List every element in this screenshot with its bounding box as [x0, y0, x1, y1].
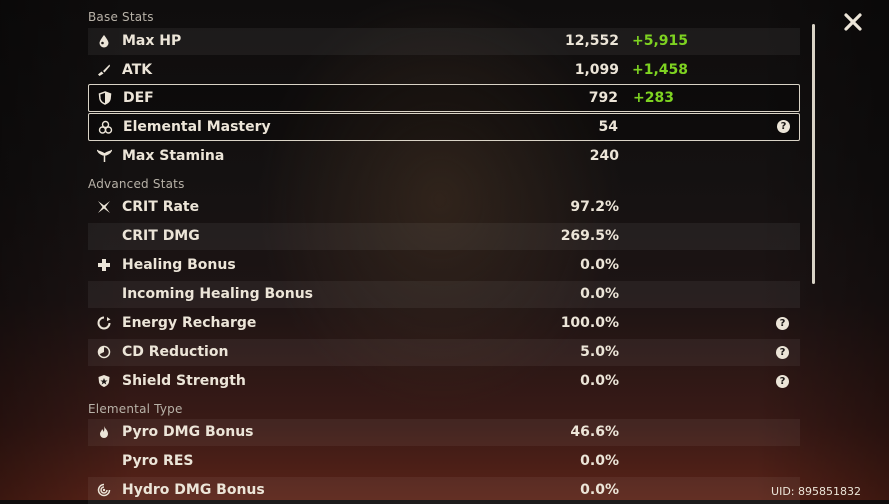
stat-row-atk[interactable]: ATK 1,099 +1,458	[88, 57, 800, 84]
stat-value: 100.0%	[560, 315, 619, 331]
stat-row-shield-strength[interactable]: Shield Strength 0.0% ?	[88, 368, 800, 395]
stat-label: Shield Strength	[122, 373, 246, 389]
stamina-icon	[96, 148, 112, 164]
healing-cross-icon	[96, 257, 112, 273]
stat-row-pyro-dmg-bonus[interactable]: Pyro DMG Bonus 46.6%	[88, 419, 800, 446]
help-icon[interactable]: ?	[776, 375, 789, 388]
stat-row-incoming-healing-bonus[interactable]: Incoming Healing Bonus 0.0%	[88, 281, 800, 308]
stat-value: 0.0%	[580, 257, 619, 273]
shield-icon	[97, 90, 113, 106]
stat-row-crit-dmg[interactable]: CRIT DMG 269.5%	[88, 223, 800, 250]
energy-recharge-icon	[96, 315, 112, 331]
stat-label: Max Stamina	[122, 148, 225, 164]
stat-label: ATK	[122, 62, 153, 78]
help-icon[interactable]: ?	[777, 120, 790, 133]
stat-value: 5.0%	[580, 344, 619, 360]
help-icon[interactable]: ?	[776, 317, 789, 330]
stat-value: 0.0%	[580, 482, 619, 498]
stat-row-def[interactable]: DEF 792 +283	[88, 84, 800, 112]
stat-label: CRIT DMG	[122, 228, 200, 244]
close-icon	[844, 13, 862, 31]
stat-value: 240	[589, 148, 619, 164]
section-header-elemental-type: Elemental Type	[88, 402, 183, 416]
stat-label: CRIT Rate	[122, 199, 200, 215]
close-button[interactable]	[842, 11, 864, 33]
stat-value: 792	[588, 90, 618, 106]
stat-value: 54	[598, 119, 618, 135]
stat-value: 0.0%	[580, 453, 619, 469]
stat-row-max-stamina[interactable]: Max Stamina 240	[88, 143, 800, 170]
stat-row-energy-recharge[interactable]: Energy Recharge 100.0% ?	[88, 310, 800, 337]
stat-row-elemental-mastery[interactable]: Elemental Mastery 54 ?	[88, 113, 800, 141]
stat-label: Max HP	[122, 33, 182, 49]
scrollbar[interactable]	[812, 24, 815, 284]
sword-icon	[96, 62, 112, 78]
stat-label: Healing Bonus	[122, 257, 236, 273]
stat-row-crit-rate[interactable]: CRIT Rate 97.2%	[88, 194, 800, 221]
stat-label: Hydro DMG Bonus	[122, 482, 265, 498]
hp-drop-icon	[96, 33, 112, 49]
elemental-mastery-icon	[97, 119, 113, 135]
stat-value: 0.0%	[580, 373, 619, 389]
stats-panel: Base Stats Max HP 12,552 +5,915 ATK 1,09…	[88, 0, 802, 504]
stat-label: Elemental Mastery	[123, 119, 271, 135]
stat-value: 46.6%	[570, 424, 619, 440]
shield-strength-icon	[96, 373, 112, 389]
stat-label: Energy Recharge	[122, 315, 257, 331]
stat-row-max-hp[interactable]: Max HP 12,552 +5,915	[88, 28, 800, 55]
stat-label: Pyro RES	[122, 453, 194, 469]
stat-label: CD Reduction	[122, 344, 229, 360]
help-icon[interactable]: ?	[776, 346, 789, 359]
stat-label: DEF	[123, 90, 154, 106]
stat-value: 97.2%	[570, 199, 619, 215]
stat-value: 269.5%	[560, 228, 619, 244]
stat-value: 0.0%	[580, 286, 619, 302]
stat-row-healing-bonus[interactable]: Healing Bonus 0.0%	[88, 252, 800, 279]
stat-value: 1,099	[574, 62, 619, 78]
stat-bonus: +283	[633, 90, 674, 106]
cd-reduction-icon	[96, 344, 112, 360]
uid-label: UID: 895851832	[771, 485, 861, 498]
stat-row-cd-reduction[interactable]: CD Reduction 5.0% ?	[88, 339, 800, 366]
hydro-icon	[96, 482, 112, 498]
section-header-base-stats: Base Stats	[88, 10, 154, 24]
stat-bonus: +1,458	[632, 62, 689, 78]
crit-icon	[96, 199, 112, 215]
stat-value: 12,552	[564, 33, 619, 49]
section-header-advanced-stats: Advanced Stats	[88, 177, 185, 191]
stat-label: Incoming Healing Bonus	[122, 286, 314, 302]
stat-row-pyro-res[interactable]: Pyro RES 0.0%	[88, 448, 800, 475]
pyro-icon	[96, 424, 112, 440]
stat-label: Pyro DMG Bonus	[122, 424, 254, 440]
stat-bonus: +5,915	[632, 33, 689, 49]
